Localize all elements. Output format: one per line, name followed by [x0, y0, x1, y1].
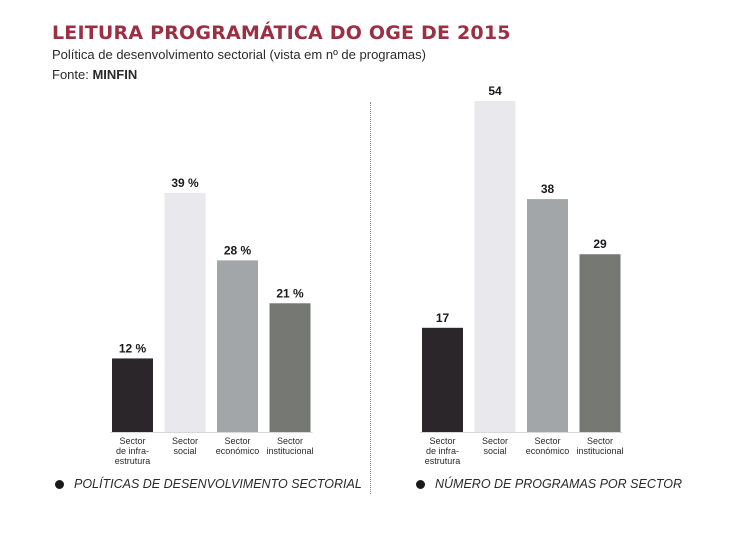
bar-institucional — [269, 303, 311, 432]
legend-left: POLÍTICAS DE DESENVOLVIMENTO SECTORIAL — [55, 477, 362, 491]
chart-percent-by-sector: 12 % Sector de infra-estrutura 39 % Sector so… — [110, 176, 314, 466]
bar-social — [474, 101, 516, 432]
value-label-economico: 38 — [541, 182, 555, 196]
value-label-institucional: 29 — [593, 237, 607, 251]
value-label-infra: 17 — [436, 311, 450, 325]
source-line: Fonte: MINFIN — [52, 67, 137, 82]
chart-programs-by-sector: 17 Sector de infra-estrutura 54 Sector social… — [420, 84, 624, 466]
legend-left-label: POLÍTICAS DE DESENVOLVIMENTO SECTORIAL — [74, 477, 362, 491]
chart-divider — [370, 102, 371, 494]
value-label-economico: 28 % — [224, 243, 252, 257]
category-label-infra: Sector de infra-estrutura — [425, 436, 461, 466]
bar-economico — [527, 199, 568, 432]
value-label-social: 54 — [488, 84, 502, 98]
category-label-social: Sector social — [482, 436, 508, 456]
category-label-infra: Sector de infra-estrutura — [115, 436, 151, 466]
legend-right-label: NÚMERO DE PROGRAMAS POR SECTOR — [435, 477, 683, 491]
category-label-institucional: Sector institucional — [576, 436, 623, 456]
category-label-economico: Sector económico — [216, 436, 260, 456]
page-subtitle: Política de desenvolvimento sectorial (v… — [52, 47, 426, 62]
category-label-institucional: Sector institucional — [266, 436, 313, 456]
category-label-economico: Sector económico — [526, 436, 570, 456]
source-label: Fonte: — [52, 67, 93, 82]
value-label-social: 39 % — [171, 176, 199, 190]
category-label-social: Sector social — [172, 436, 198, 456]
value-label-infra: 12 % — [119, 341, 147, 355]
legend-right: NÚMERO DE PROGRAMAS POR SECTOR — [416, 477, 682, 491]
bar-infra — [112, 358, 153, 432]
bar-infra — [422, 327, 463, 432]
bar-institucional — [579, 254, 621, 432]
legend-right-bullet-icon — [416, 479, 425, 489]
value-label-institucional: 21 % — [276, 286, 304, 300]
page-title: LEITURA PROGRAMÁTICA DO OGE DE 2015 — [52, 22, 511, 44]
bar-social — [164, 192, 206, 432]
legend-left-bullet-icon — [55, 479, 64, 489]
bar-economico — [217, 260, 258, 432]
source-name: MINFIN — [92, 67, 138, 82]
